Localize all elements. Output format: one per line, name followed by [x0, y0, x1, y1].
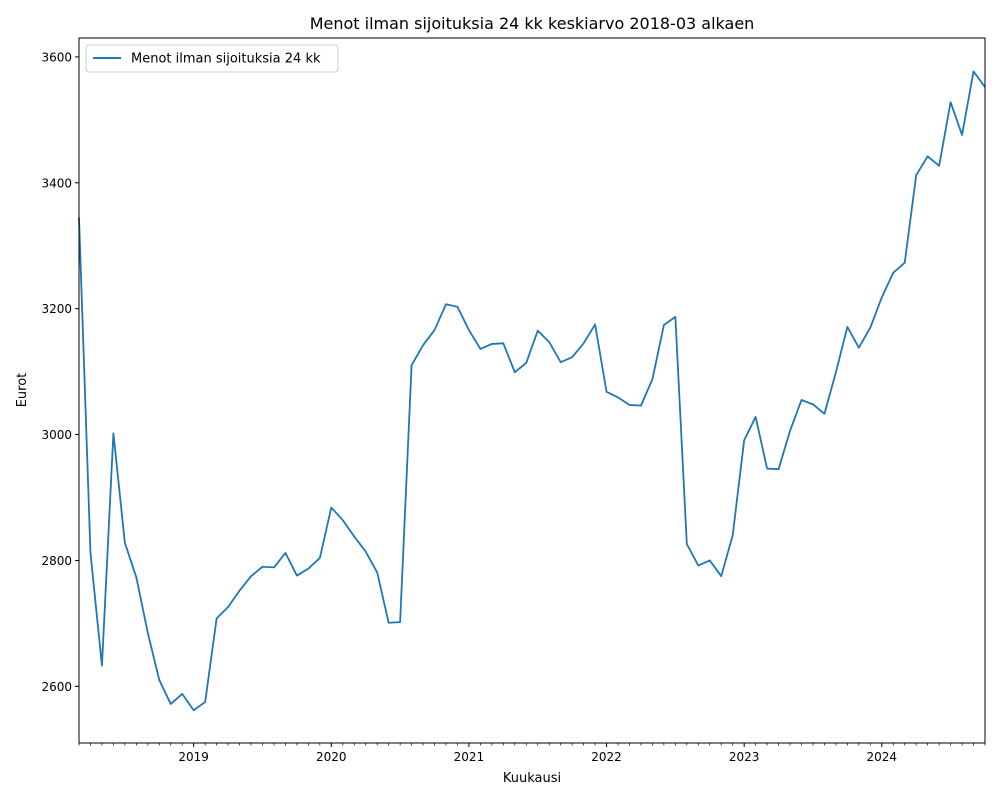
x-tick-label: 2023 — [729, 750, 760, 764]
legend-label: Menot ilman sijoituksia 24 kk — [131, 52, 321, 67]
series-line-0 — [78, 70, 986, 712]
y-axis-ticks: 2600 2800 3000 3200 3400 3600 — [41, 50, 79, 694]
x-axis-ticks: 2019 2020 2021 2022 2023 2024 — [78, 743, 986, 764]
y-tick-label: 3000 — [41, 428, 72, 442]
y-axis-label: Eurot — [15, 373, 30, 408]
x-tick-label: 2019 — [178, 750, 209, 764]
x-axis-label: Kuukausi — [503, 771, 561, 786]
plot-area — [78, 70, 986, 712]
legend: Menot ilman sijoituksia 24 kk — [85, 44, 339, 73]
y-tick-label: 3600 — [41, 50, 72, 64]
legend-box — [85, 44, 339, 73]
x-tick-label: 2024 — [867, 750, 898, 764]
x-tick-label: 2022 — [591, 750, 622, 764]
y-tick-label: 3200 — [41, 302, 72, 316]
x-tick-label: 2021 — [454, 750, 485, 764]
y-tick-label: 3400 — [41, 176, 72, 190]
y-tick-label: 2600 — [41, 680, 72, 694]
axes-frame — [78, 37, 986, 744]
chart-title: Menot ilman sijoituksia 24 kk keskiarvo … — [310, 14, 755, 33]
y-tick-label: 2800 — [41, 554, 72, 568]
x-tick-label: 2020 — [316, 750, 347, 764]
